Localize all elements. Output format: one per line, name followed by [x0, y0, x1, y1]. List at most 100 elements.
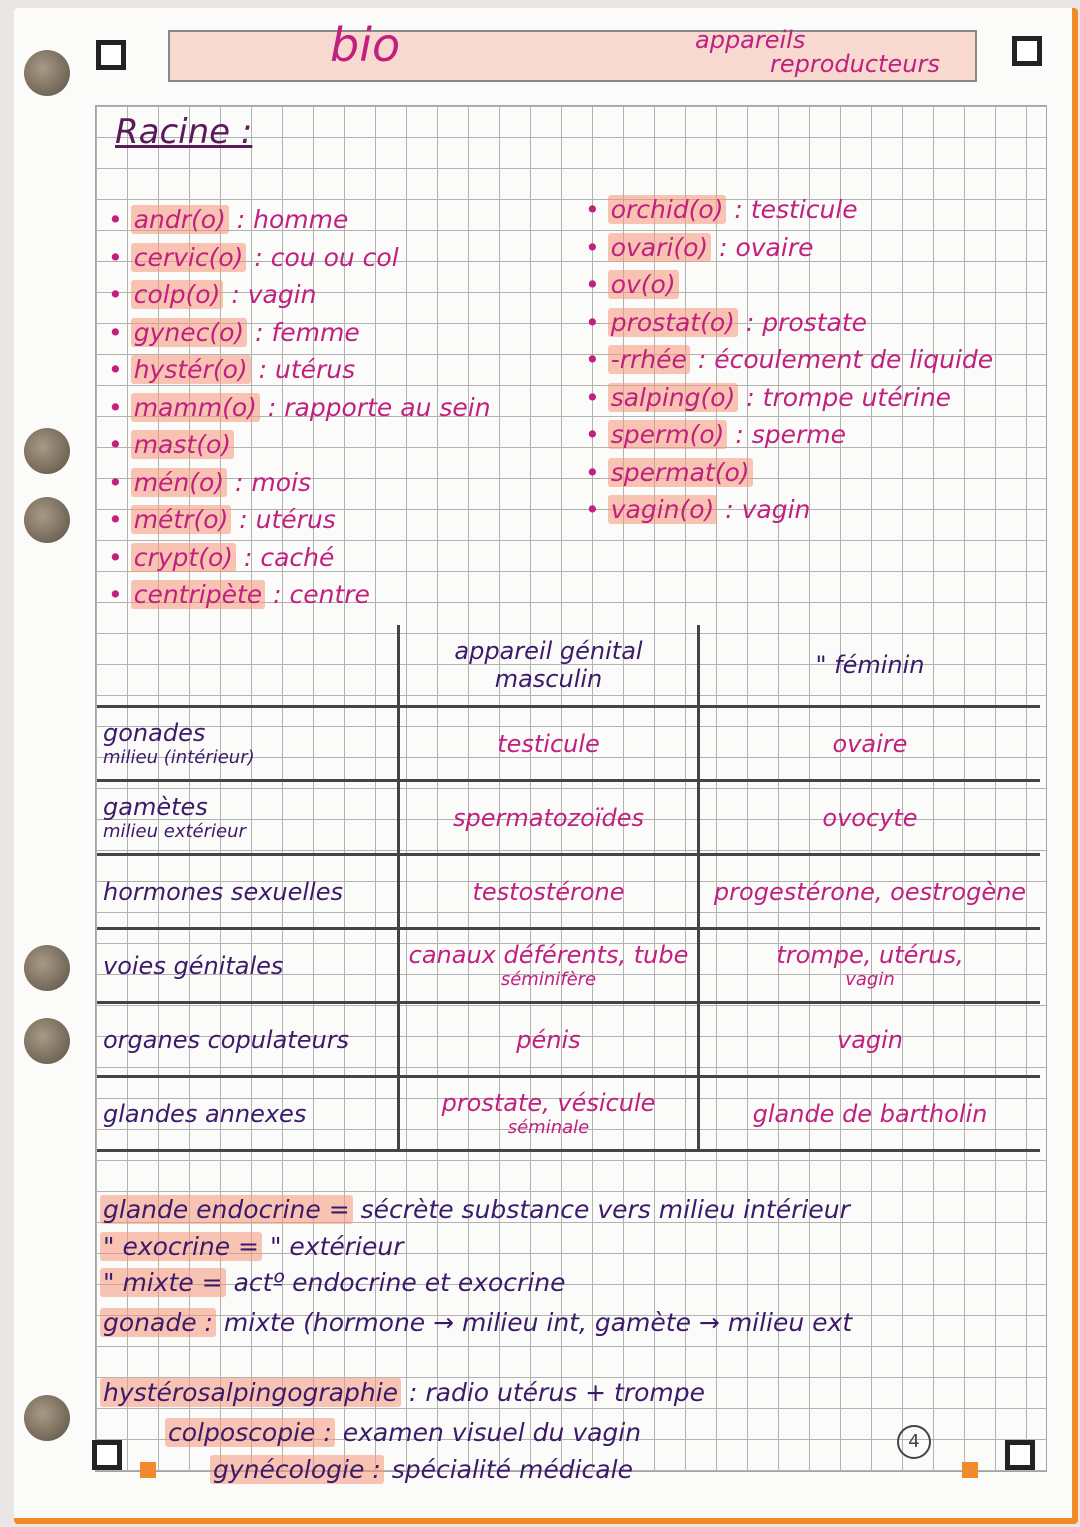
root-entry: • orchid(o) : testicule — [585, 195, 858, 224]
row-label-cell: voies génitales — [97, 928, 399, 1004]
root-term: orchid(o) — [607, 195, 727, 224]
separator: : — [247, 317, 272, 347]
bullet-icon: • — [108, 580, 131, 609]
corner-marker-icon — [92, 1440, 122, 1470]
bullet-icon: • — [585, 457, 608, 487]
root-term: mast(o) — [130, 430, 235, 459]
note-text: sécrète substance vers milieu intérieur — [360, 1195, 850, 1224]
bullet-icon: • — [108, 542, 131, 572]
table-header-female: " féminin — [697, 625, 1040, 708]
punch-hole — [24, 497, 70, 543]
female-value: ovaire — [832, 729, 908, 758]
separator: : — [737, 307, 763, 337]
note-term: glande endocrine = — [100, 1195, 353, 1224]
note-line: " mixte = actº endocrine et exocrine — [100, 1268, 566, 1297]
root-meaning: cou ou col — [270, 242, 399, 272]
bullet-icon: • — [108, 392, 131, 422]
root-term: hystér(o) — [130, 355, 251, 384]
bullet-icon: • — [108, 242, 131, 272]
note-text: mixte (hormone → milieu int, gamète → mi… — [223, 1308, 853, 1337]
root-entry: • cervic(o) : cou ou col — [108, 242, 399, 272]
root-entry: • colp(o) : vagin — [108, 280, 316, 309]
female-cell: ovaire — [697, 706, 1040, 782]
male-value: pénis — [516, 1025, 581, 1054]
table-row: organes copulateurs pénis vagin — [97, 1002, 1040, 1078]
root-entry: • sperm(o) : sperme — [585, 420, 846, 449]
table-header-row: appareil génital masculin " féminin — [97, 625, 1040, 708]
separator: : — [726, 195, 751, 224]
row-label-cell: gonades milieu (intérieur) — [97, 706, 399, 782]
row-note: milieu (intérieur) — [103, 747, 255, 768]
female-value: glande de bartholin — [752, 1099, 988, 1128]
root-term: métr(o) — [130, 505, 232, 534]
bullet-icon: • — [108, 317, 131, 347]
male-value: testicule — [497, 729, 600, 758]
note-line: " exocrine = " extérieur — [100, 1232, 404, 1261]
row-note: milieu extérieur — [103, 821, 246, 842]
separator: : — [727, 420, 752, 449]
row-label: hormones sexuelles — [103, 877, 343, 906]
separator: : — [246, 242, 271, 272]
root-entry: • ovari(o) : ovaire — [585, 232, 813, 262]
root-meaning: homme — [253, 205, 349, 234]
root-entry: • hystér(o) : utérus — [108, 355, 355, 384]
row-label-cell: hormones sexuelles — [97, 854, 399, 930]
female-value: vagin — [836, 1025, 904, 1054]
punch-hole — [24, 945, 70, 991]
punch-hole — [24, 1395, 70, 1441]
root-term: mén(o) — [130, 467, 228, 497]
bullet-icon: • — [585, 270, 608, 299]
male-cell: testicule — [397, 706, 699, 782]
root-meaning: utérus — [274, 355, 356, 384]
root-entry: • mast(o) — [108, 430, 235, 459]
root-term: gynec(o) — [130, 317, 248, 347]
root-meaning: prostate — [762, 307, 868, 337]
note-text-gap — [353, 1195, 361, 1224]
root-term: centripète — [130, 580, 266, 609]
note-term: " mixte = — [100, 1268, 226, 1297]
root-entry: • prostat(o) : prostate — [585, 307, 868, 337]
separator: : — [250, 355, 275, 384]
root-term: andr(o) — [130, 205, 229, 234]
row-label: organes copulateurs — [103, 1025, 350, 1054]
corner-marker-icon — [96, 40, 126, 70]
note-text-gap — [226, 1268, 234, 1297]
male-cell: testostérone — [397, 854, 699, 930]
root-entry: • -rrhée : écoulement de liquide — [585, 345, 993, 374]
root-entry: • mén(o) : mois — [108, 467, 311, 497]
note-text-gap — [384, 1455, 392, 1484]
note-text: " extérieur — [269, 1232, 404, 1261]
root-meaning: caché — [260, 542, 335, 572]
separator: : — [259, 392, 285, 422]
male-value: canaux déférents, tube — [408, 941, 689, 969]
separator: : — [223, 280, 248, 309]
orange-marker — [140, 1462, 156, 1478]
female-value: progestérone, oestrogène — [713, 877, 1027, 906]
bullet-icon: • — [108, 467, 131, 497]
corner-marker-icon — [1012, 36, 1042, 66]
root-term: vagin(o) — [607, 495, 718, 524]
root-term: mamm(o) — [130, 392, 260, 422]
root-entry: • mamm(o) : rapporte au sein — [108, 392, 491, 422]
note-term: gynécologie : — [210, 1455, 384, 1484]
orange-marker — [962, 1462, 978, 1478]
root-term: spermat(o) — [607, 457, 753, 487]
note-text-gap — [216, 1308, 224, 1337]
bullet-icon: • — [108, 205, 131, 234]
table-row: voies génitales canaux déférents, tube sém… — [97, 928, 1040, 1004]
female-cell: glande de bartholin — [697, 1076, 1040, 1152]
bullet-icon: • — [585, 307, 608, 337]
female-note: vagin — [845, 969, 895, 990]
root-term: sperm(o) — [607, 420, 728, 449]
male-value: testostérone — [472, 877, 625, 906]
root-meaning: trompe utérine — [762, 382, 952, 412]
separator: : — [711, 232, 736, 262]
note-line: gonade : mixte (hormone → milieu int, ga… — [100, 1308, 852, 1337]
male-cell: prostate, vésicule séminale — [397, 1076, 699, 1152]
root-meaning: rapporte au sein — [284, 392, 491, 422]
note-line: glande endocrine = sécrète substance ver… — [100, 1195, 850, 1224]
table-row: gamètes milieu extérieur spermatozoïdes ovo… — [97, 780, 1040, 856]
separator: : — [231, 505, 256, 534]
bullet-icon: • — [108, 355, 131, 384]
note-text: spécialité médicale — [391, 1455, 633, 1484]
